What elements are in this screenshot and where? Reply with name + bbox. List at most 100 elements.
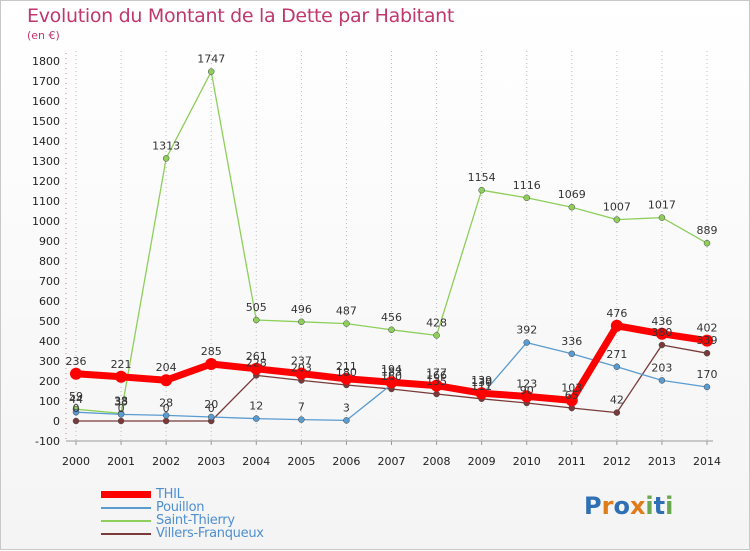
data-label-Villers-Franqueux: 111 <box>471 380 492 393</box>
y-tick-label: 0 <box>53 415 60 428</box>
data-label-Villers-Franqueux: 65 <box>565 389 579 402</box>
x-tick-label: 2006 <box>332 455 360 468</box>
data-label-Saint-Thierry: 1069 <box>558 188 586 201</box>
data-point-Pouillon <box>162 412 170 419</box>
data-point-THIL <box>475 387 488 400</box>
data-point-THIL <box>295 367 308 380</box>
proxiti-logo: Proxiti <box>584 492 674 520</box>
y-tick-label: 1800 <box>32 55 60 68</box>
x-tick-label: 2014 <box>693 455 721 468</box>
data-point-Saint-Thierry <box>613 216 621 223</box>
data-label-Pouillon: 392 <box>516 324 537 337</box>
x-tick-label: 2003 <box>197 455 225 468</box>
x-tick-label: 2000 <box>62 455 90 468</box>
data-point-THIL <box>430 379 443 392</box>
data-label-Villers-Franqueux: 160 <box>381 370 402 383</box>
data-label-THIL: 237 <box>291 355 312 368</box>
data-label-Saint-Thierry: 496 <box>291 303 312 316</box>
data-point-Villers-Franqueux <box>72 417 80 425</box>
x-tick-label: 2012 <box>603 455 631 468</box>
data-label-Saint-Thierry: 1007 <box>603 201 631 214</box>
data-label-THIL: 476 <box>606 307 627 320</box>
legend-swatch <box>101 491 151 498</box>
data-point-Saint-Thierry <box>343 320 350 327</box>
data-point-Pouillon <box>658 377 666 384</box>
y-tick-label: 600 <box>39 295 60 308</box>
y-tick-label: 1300 <box>32 155 60 168</box>
legend-swatch <box>101 533 151 535</box>
data-label-Villers-Franqueux: 0 <box>163 402 170 415</box>
y-tick-label: 1500 <box>32 115 60 128</box>
data-label-Villers-Franqueux: 42 <box>610 394 624 407</box>
data-label-Villers-Franqueux: 90 <box>520 384 534 397</box>
data-label-Saint-Thierry: 1017 <box>648 199 676 212</box>
chart-subtitle: (en €) <box>27 29 60 42</box>
y-tick-label: 1100 <box>32 195 60 208</box>
data-point-Pouillon <box>72 408 80 416</box>
data-label-Saint-Thierry: 1154 <box>468 171 496 184</box>
data-point-Pouillon <box>703 383 711 391</box>
legend-label: Saint-Thierry <box>156 513 235 528</box>
data-label-Pouillon: 336 <box>561 335 582 348</box>
data-label-Pouillon: 12 <box>249 400 263 413</box>
data-label-THIL: 194 <box>381 363 402 376</box>
data-point-Pouillon <box>613 363 621 371</box>
data-point-Saint-Thierry <box>433 332 440 339</box>
data-point-Saint-Thierry <box>658 214 666 221</box>
data-point-Pouillon <box>523 339 530 346</box>
data-point-Saint-Thierry <box>388 326 395 334</box>
data-label-THIL: 236 <box>66 355 87 368</box>
data-label-THIL: 402 <box>697 322 718 335</box>
data-label-Pouillon: 3 <box>343 401 350 414</box>
data-point-Villers-Franqueux <box>117 417 125 425</box>
legend-swatch <box>101 507 151 509</box>
data-point-Saint-Thierry <box>703 239 711 247</box>
y-tick-label: 200 <box>39 375 60 388</box>
data-label-Saint-Thierry: 889 <box>697 224 718 237</box>
data-label-THIL: 211 <box>336 360 357 373</box>
data-label-Villers-Franqueux: 180 <box>336 366 357 379</box>
data-label-Saint-Thierry: 505 <box>246 301 267 314</box>
data-label-Pouillon: 166 <box>426 369 447 382</box>
y-tick-label: 100 <box>39 395 60 408</box>
data-label-Pouillon: 44 <box>69 393 83 406</box>
data-label-Saint-Thierry: 38 <box>114 394 128 407</box>
y-tick-label: 1400 <box>32 135 60 148</box>
x-tick-label: 2005 <box>287 455 315 468</box>
data-point-Villers-Franqueux <box>703 349 711 357</box>
data-point-THIL <box>115 370 128 383</box>
y-tick-label: 1200 <box>32 175 60 188</box>
data-label-THIL: 285 <box>201 345 222 358</box>
data-label-THIL: 103 <box>561 381 582 394</box>
x-tick-label: 2007 <box>378 455 406 468</box>
x-tick-label: 2009 <box>468 455 496 468</box>
data-point-Saint-Thierry <box>523 194 530 202</box>
legend-label: THIL <box>156 487 184 502</box>
data-label-Pouillon: 203 <box>651 361 672 374</box>
legend-item-Pouillon: Pouillon <box>101 500 321 515</box>
data-label-THIL: 436 <box>651 315 672 328</box>
data-point-THIL <box>701 334 713 347</box>
data-point-Villers-Franqueux <box>658 341 666 349</box>
y-tick-label: 1600 <box>32 95 60 108</box>
data-point-Saint-Thierry <box>162 155 170 162</box>
data-point-Saint-Thierry <box>207 68 215 75</box>
legend-swatch <box>101 520 151 522</box>
data-label-Villers-Franqueux: 135 <box>426 375 447 388</box>
x-tick-label: 2008 <box>423 455 451 468</box>
data-point-THIL <box>385 376 398 389</box>
data-label-Saint-Thierry: 456 <box>381 311 402 324</box>
data-label-Pouillon: 28 <box>159 396 173 409</box>
data-point-THIL <box>340 372 353 385</box>
data-point-Saint-Thierry <box>253 316 260 324</box>
data-point-Pouillon <box>343 417 350 424</box>
data-point-THIL <box>565 394 578 407</box>
data-point-THIL <box>160 374 173 387</box>
y-tick-label: 300 <box>39 355 60 368</box>
data-point-THIL <box>610 319 623 332</box>
data-point-Pouillon <box>207 413 215 421</box>
data-point-Saint-Thierry <box>568 203 576 211</box>
data-point-Saint-Thierry <box>478 186 485 194</box>
data-point-THIL <box>655 327 668 340</box>
